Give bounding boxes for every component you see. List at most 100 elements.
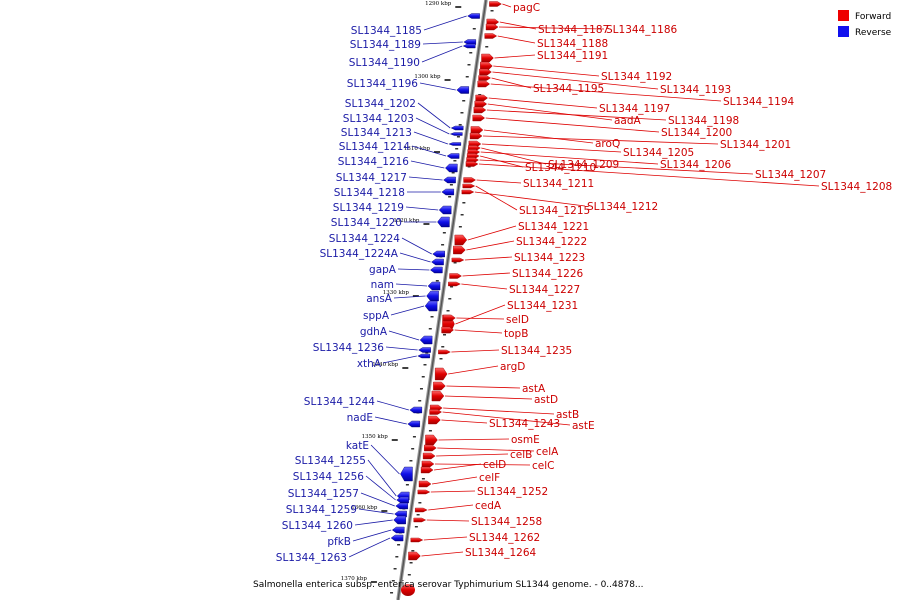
- forward-gene-glyph[interactable]: [462, 183, 476, 189]
- forward-gene-glyph[interactable]: [461, 189, 475, 195]
- forward-gene-glyph[interactable]: [485, 23, 499, 31]
- reverse-gene-label-sl1344-1213[interactable]: SL1344_1213: [341, 127, 412, 139]
- reverse-gene-glyph[interactable]: [393, 515, 406, 525]
- reverse-gene-label-pfkb[interactable]: pfkB: [327, 536, 351, 548]
- reverse-gene-label-nade[interactable]: nadE: [347, 412, 373, 424]
- forward-gene-label-sl1344-1198[interactable]: SL1344_1198: [668, 115, 739, 127]
- reverse-gene-glyph[interactable]: [467, 13, 480, 19]
- forward-gene-glyph[interactable]: [475, 94, 488, 102]
- forward-gene-glyph[interactable]: [463, 177, 476, 183]
- reverse-gene-glyph[interactable]: [438, 205, 452, 215]
- reverse-gene-glyph[interactable]: [427, 281, 441, 291]
- reverse-gene-label-xtha[interactable]: xthA: [357, 358, 382, 370]
- reverse-gene-glyph[interactable]: [430, 266, 443, 274]
- forward-gene-glyph[interactable]: [451, 257, 465, 263]
- reverse-gene-label-sl1344-1216[interactable]: SL1344_1216: [338, 156, 410, 168]
- forward-gene-glyph[interactable]: [443, 314, 456, 322]
- reverse-gene-label-sl1344-1257[interactable]: SL1344_1257: [288, 488, 359, 500]
- forward-gene-label-sl1344-1188[interactable]: SL1344_1188: [537, 38, 608, 50]
- forward-gene-label-sl1344-1210[interactable]: SL1344_1210: [525, 162, 596, 174]
- reverse-gene-label-sl1344-1256[interactable]: SL1344_1256: [293, 471, 365, 483]
- forward-gene-glyph[interactable]: [479, 68, 492, 76]
- forward-gene-label-asta[interactable]: astA: [522, 383, 546, 395]
- reverse-gene-glyph[interactable]: [432, 250, 445, 258]
- reverse-gene-glyph[interactable]: [441, 188, 455, 196]
- forward-gene-glyph[interactable]: [408, 551, 421, 561]
- reverse-gene-glyph[interactable]: [400, 466, 413, 482]
- forward-gene-glyph[interactable]: [417, 489, 431, 495]
- forward-gene-glyph[interactable]: [433, 381, 446, 391]
- forward-gene-glyph[interactable]: [415, 507, 428, 513]
- reverse-gene-glyph[interactable]: [445, 163, 458, 173]
- reverse-gene-glyph[interactable]: [417, 353, 430, 359]
- forward-gene-label-sl1344-1258[interactable]: SL1344_1258: [471, 516, 542, 528]
- forward-gene-glyph[interactable]: [413, 517, 427, 523]
- reverse-gene-label-sl1344-1218[interactable]: SL1344_1218: [334, 187, 405, 199]
- reverse-gene-glyph[interactable]: [437, 216, 450, 228]
- forward-gene-label-aada[interactable]: aadA: [614, 115, 642, 127]
- forward-gene-glyph[interactable]: [410, 537, 424, 543]
- reverse-gene-label-sl1344-1189[interactable]: SL1344_1189: [350, 39, 421, 51]
- forward-gene-label-sl1344-1222[interactable]: SL1344_1222: [516, 236, 587, 248]
- reverse-gene-glyph[interactable]: [396, 496, 409, 504]
- forward-gene-glyph[interactable]: [477, 80, 491, 88]
- forward-gene-glyph[interactable]: [470, 126, 484, 134]
- forward-gene-label-sl1344-1211[interactable]: SL1344_1211: [523, 178, 594, 190]
- forward-gene-glyph[interactable]: [429, 409, 442, 415]
- forward-gene-glyph[interactable]: [454, 234, 468, 246]
- reverse-gene-label-sl1344-1202[interactable]: SL1344_1202: [345, 98, 416, 110]
- forward-gene-glyph[interactable]: [469, 132, 483, 140]
- forward-gene-label-sl1344-1205[interactable]: SL1344_1205: [623, 147, 694, 159]
- forward-gene-label-sl1344-1221[interactable]: SL1344_1221: [518, 221, 589, 233]
- forward-gene-glyph[interactable]: [472, 114, 486, 122]
- reverse-gene-glyph[interactable]: [443, 176, 456, 184]
- reverse-gene-label-sl1344-1224a[interactable]: SL1344_1224A: [320, 248, 399, 260]
- reverse-gene-label-sl1344-1259[interactable]: SL1344_1259: [286, 504, 357, 516]
- reverse-gene-glyph[interactable]: [450, 125, 464, 131]
- forward-gene-label-sl1344-1197[interactable]: SL1344_1197: [599, 103, 670, 115]
- forward-gene-glyph[interactable]: [421, 460, 435, 468]
- reverse-gene-label-ansa[interactable]: ansA: [366, 293, 393, 305]
- forward-gene-label-sl1344-1227[interactable]: SL1344_1227: [509, 284, 580, 296]
- reverse-gene-label-nam[interactable]: nam: [371, 279, 394, 291]
- reverse-gene-glyph[interactable]: [463, 39, 477, 45]
- forward-gene-label-astd[interactable]: astD: [534, 394, 558, 406]
- reverse-gene-label-sl1344-1190[interactable]: SL1344_1190: [349, 57, 420, 69]
- forward-gene-glyph[interactable]: [453, 245, 466, 255]
- forward-gene-label-sl1344-1206[interactable]: SL1344_1206: [660, 159, 732, 171]
- reverse-gene-label-sl1344-1236[interactable]: SL1344_1236: [313, 342, 385, 354]
- forward-gene-label-aste[interactable]: astE: [572, 420, 595, 432]
- reverse-gene-label-kate[interactable]: katE: [346, 440, 369, 452]
- forward-gene-label-celd[interactable]: celD: [483, 459, 506, 471]
- reverse-gene-label-sl1344-1214[interactable]: SL1344_1214: [339, 141, 411, 153]
- forward-gene-label-sl1344-1209[interactable]: SL1344_1209: [548, 159, 619, 171]
- forward-gene-label-sl1344-1201[interactable]: SL1344_1201: [720, 139, 791, 151]
- reverse-gene-label-sl1344-1220[interactable]: SL1344_1220: [331, 217, 402, 229]
- forward-gene-label-sl1344-1195[interactable]: SL1344_1195: [533, 83, 604, 95]
- reverse-gene-label-sl1344-1255[interactable]: SL1344_1255: [295, 455, 366, 467]
- forward-gene-label-sl1344-1262[interactable]: SL1344_1262: [469, 532, 540, 544]
- reverse-gene-label-sl1344-1260[interactable]: SL1344_1260: [282, 520, 353, 532]
- forward-gene-label-osme[interactable]: osmE: [511, 434, 540, 446]
- forward-gene-glyph[interactable]: [480, 61, 493, 71]
- forward-gene-glyph[interactable]: [473, 106, 487, 114]
- forward-gene-label-celc[interactable]: celC: [532, 460, 554, 472]
- forward-gene-label-sl1344-1215[interactable]: SL1344_1215: [519, 205, 590, 217]
- forward-gene-glyph[interactable]: [425, 434, 438, 446]
- forward-gene-label-ceda[interactable]: cedA: [475, 500, 502, 512]
- forward-gene-glyph[interactable]: [481, 53, 494, 63]
- forward-gene-label-sl1344-1193[interactable]: SL1344_1193: [660, 84, 731, 96]
- reverse-gene-label-sl1344-1185[interactable]: SL1344_1185: [351, 25, 422, 37]
- reverse-gene-label-gdha[interactable]: gdhA: [360, 326, 388, 338]
- reverse-gene-label-sl1344-1203[interactable]: SL1344_1203: [343, 113, 414, 125]
- forward-gene-glyph[interactable]: [449, 273, 462, 279]
- reverse-gene-glyph[interactable]: [448, 142, 462, 146]
- reverse-gene-glyph[interactable]: [391, 526, 405, 534]
- reverse-gene-glyph[interactable]: [449, 132, 463, 136]
- forward-gene-glyph[interactable]: [428, 415, 441, 425]
- forward-gene-label-sl1344-1252[interactable]: SL1344_1252: [477, 486, 548, 498]
- forward-gene-glyph[interactable]: [465, 161, 479, 167]
- reverse-gene-label-sl1344-1219[interactable]: SL1344_1219: [333, 202, 404, 214]
- reverse-gene-glyph[interactable]: [390, 534, 404, 542]
- reverse-gene-label-sl1344-1263[interactable]: SL1344_1263: [276, 552, 347, 564]
